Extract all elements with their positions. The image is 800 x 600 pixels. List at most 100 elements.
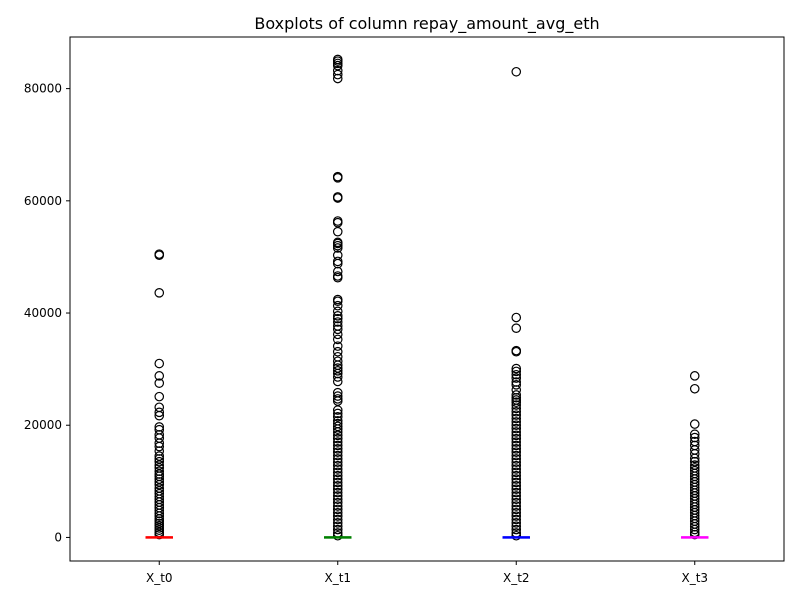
outlier-point [332,447,343,457]
outlier-point [511,511,522,521]
outlier-point [689,453,700,464]
x-tick-label: X_t3 [681,571,708,585]
outlier-point [332,481,343,491]
outlier-point [332,329,343,340]
outlier-point [511,491,522,501]
outlier-point [332,437,343,447]
outlier-point [511,433,522,444]
outlier-point [332,464,343,474]
outlier-point [511,464,522,474]
outlier-point [332,511,343,521]
outlier-point [511,323,522,333]
outlier-point [332,470,343,481]
outlier-point [332,477,343,488]
outlier-point [511,454,522,464]
outlier-point [332,313,343,324]
outlier-point [511,484,522,494]
outlier-point [154,391,165,402]
y-tick-label: 0 [54,530,62,544]
outlier-point [511,403,522,414]
outlier-point [332,366,343,376]
outlier-point [332,173,343,183]
outlier-point [332,341,343,351]
outlier-point [332,324,343,335]
outlier-point [332,487,343,498]
outlier-point [332,346,343,357]
outlier-point [154,371,165,381]
outlier-point [154,441,165,452]
plot-frame [69,36,785,562]
outlier-point [154,511,165,521]
outlier-point [332,474,343,484]
outlier-point [511,430,522,441]
outlier-point [332,243,343,253]
outlier-point [511,501,522,511]
outlier-point [511,410,522,420]
outlier-point [511,406,522,417]
outlier-point [511,481,522,491]
outlier-point [332,376,343,387]
outlier-point [332,501,343,511]
outlier-point [332,467,343,478]
outlier-point [332,405,343,415]
outlier-point [511,530,522,541]
outlier-point [332,507,343,518]
outlier-point [689,524,700,535]
y-tick-label: 60000 [24,194,62,208]
outlier-point [332,491,343,501]
outlier-point [511,447,522,457]
outlier-point [332,521,343,532]
outlier-point [154,529,165,540]
outlier-point [332,454,343,464]
outlier-point [689,419,700,429]
outlier-point [332,73,343,84]
outlier-point [332,504,343,515]
outlier-point [511,494,522,505]
outlier-point [332,524,343,535]
outlier-point [511,460,522,471]
outlier-point [332,69,343,80]
outlier-point [332,424,343,434]
outlier-point [511,66,522,77]
outlier-point [511,504,522,515]
outlier-point [332,450,343,461]
outlier-point [154,250,165,261]
outlier-point [332,440,343,451]
x-tick-label: X_t2 [503,571,530,585]
outlier-point [511,397,522,408]
outlier-point [332,266,343,277]
outlier-point [332,334,343,345]
outlier-point [332,356,343,367]
outlier-point [154,456,165,467]
outlier-point [511,380,522,390]
outlier-point [154,288,165,298]
outlier-point [332,408,343,419]
outlier-point [511,507,522,518]
outlier-point [511,457,522,468]
outlier-point [332,296,343,307]
x-tick-label: X_t0 [146,571,173,585]
outlier-point [511,467,522,478]
outlier-point [332,226,343,237]
outlier-point [511,487,522,498]
outlier-point [332,317,343,327]
x-tick-label: X_t1 [324,571,351,585]
outlier-point [511,373,522,383]
outlier-point [511,413,522,424]
outlier-point [511,363,522,374]
y-tick-label: 40000 [24,306,62,320]
outlier-point [511,524,522,535]
chart-title: Boxplots of column repay_amount_avg_eth [254,14,599,34]
outlier-point [332,484,343,494]
outlier-point [332,494,343,505]
outlier-point [332,443,343,454]
outlier-point [154,358,165,369]
outlier-point [332,311,343,321]
outlier-point [689,371,700,381]
outlier-point [332,497,343,508]
outlier-point [332,427,343,437]
outlier-point [511,346,522,357]
outlier-point [511,521,522,532]
